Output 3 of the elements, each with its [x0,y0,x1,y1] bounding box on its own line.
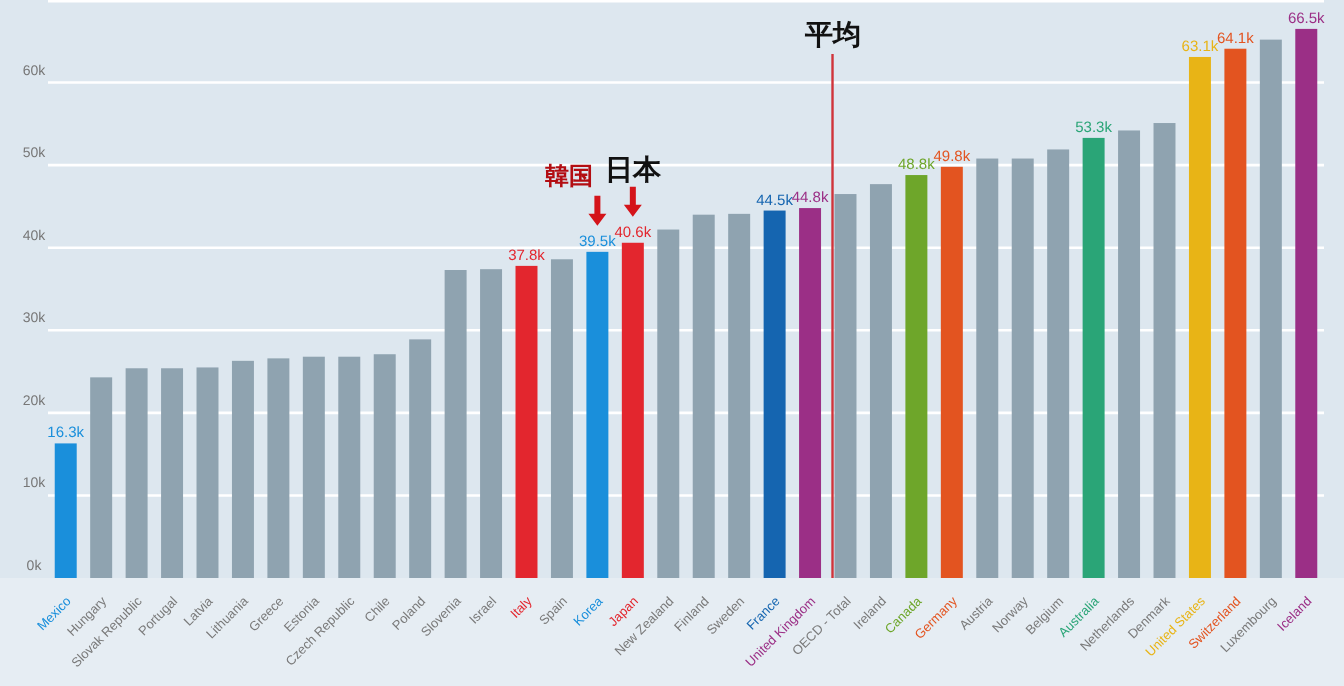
ref-line-label: 平均 [802,18,861,50]
annotation: 韓国 [545,161,594,190]
annotation: 日本 [604,152,663,185]
